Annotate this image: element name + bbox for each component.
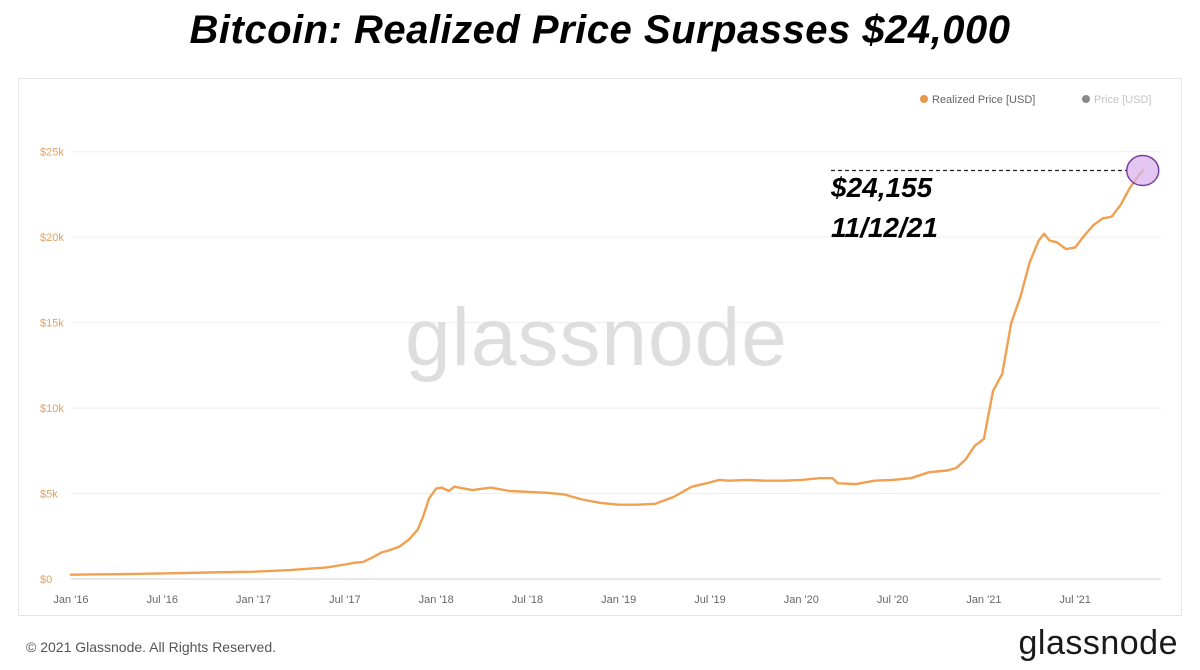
x-tick-label: Jan '17 [236,594,271,606]
x-tick-label: Jan '21 [966,594,1001,606]
y-tick-label: $10k [40,403,64,415]
x-tick-label: Jan '19 [601,594,636,606]
page-title: Bitcoin: Realized Price Surpasses $24,00… [189,8,1011,52]
axis-layer: $0 $5k $10k $15k $20k $25k Jan '16 Jul '16 Jan '… [40,147,1091,606]
realized-price-chart: glassnode $0 $5k $10k $15k $20k $25k Jan '16 Ju… [40,94,1161,606]
copyright-text: © 2021 Glassnode. All Rights Reserved. [26,639,277,655]
legend: Realized Price [USD] Price [USD] [920,94,1151,106]
annotation-date-label: 11/12/21 [831,212,938,243]
annotation-highlight-circle [1125,154,1160,187]
annotation-value-label: $24,155 [830,172,933,203]
x-tick-label: Jan '16 [53,594,88,606]
legend-label-price[interactable]: Price [USD] [1094,94,1151,106]
watermark: glassnode [405,292,788,383]
y-tick-label: $5k [40,489,58,501]
x-tick-label: Jul '21 [1059,594,1090,606]
x-tick-label: Jul '16 [147,594,178,606]
y-tick-label: $15k [40,318,64,330]
grid-layer [71,151,1161,580]
legend-marker-realized-price [920,95,928,103]
brand-logo: glassnode [1018,624,1178,662]
y-tick-label: $20k [40,232,64,244]
series-line-realized-price [69,169,1144,576]
x-tick-label: Jul '19 [694,594,725,606]
y-tick-label: $0 [40,574,52,586]
legend-marker-price [1082,95,1090,103]
x-tick-label: Jul '18 [512,594,543,606]
legend-label-realized-price[interactable]: Realized Price [USD] [932,94,1035,106]
x-tick-label: Jan '18 [419,594,454,606]
x-tick-label: Jan '20 [784,594,819,606]
x-tick-label: Jul '17 [329,594,360,606]
x-tick-label: Jul '20 [877,594,908,606]
y-tick-label: $25k [40,147,64,159]
chart-frame: glassnode $0 $5k $10k $15k $20k $25k Jan '16 Ju… [18,78,1182,616]
